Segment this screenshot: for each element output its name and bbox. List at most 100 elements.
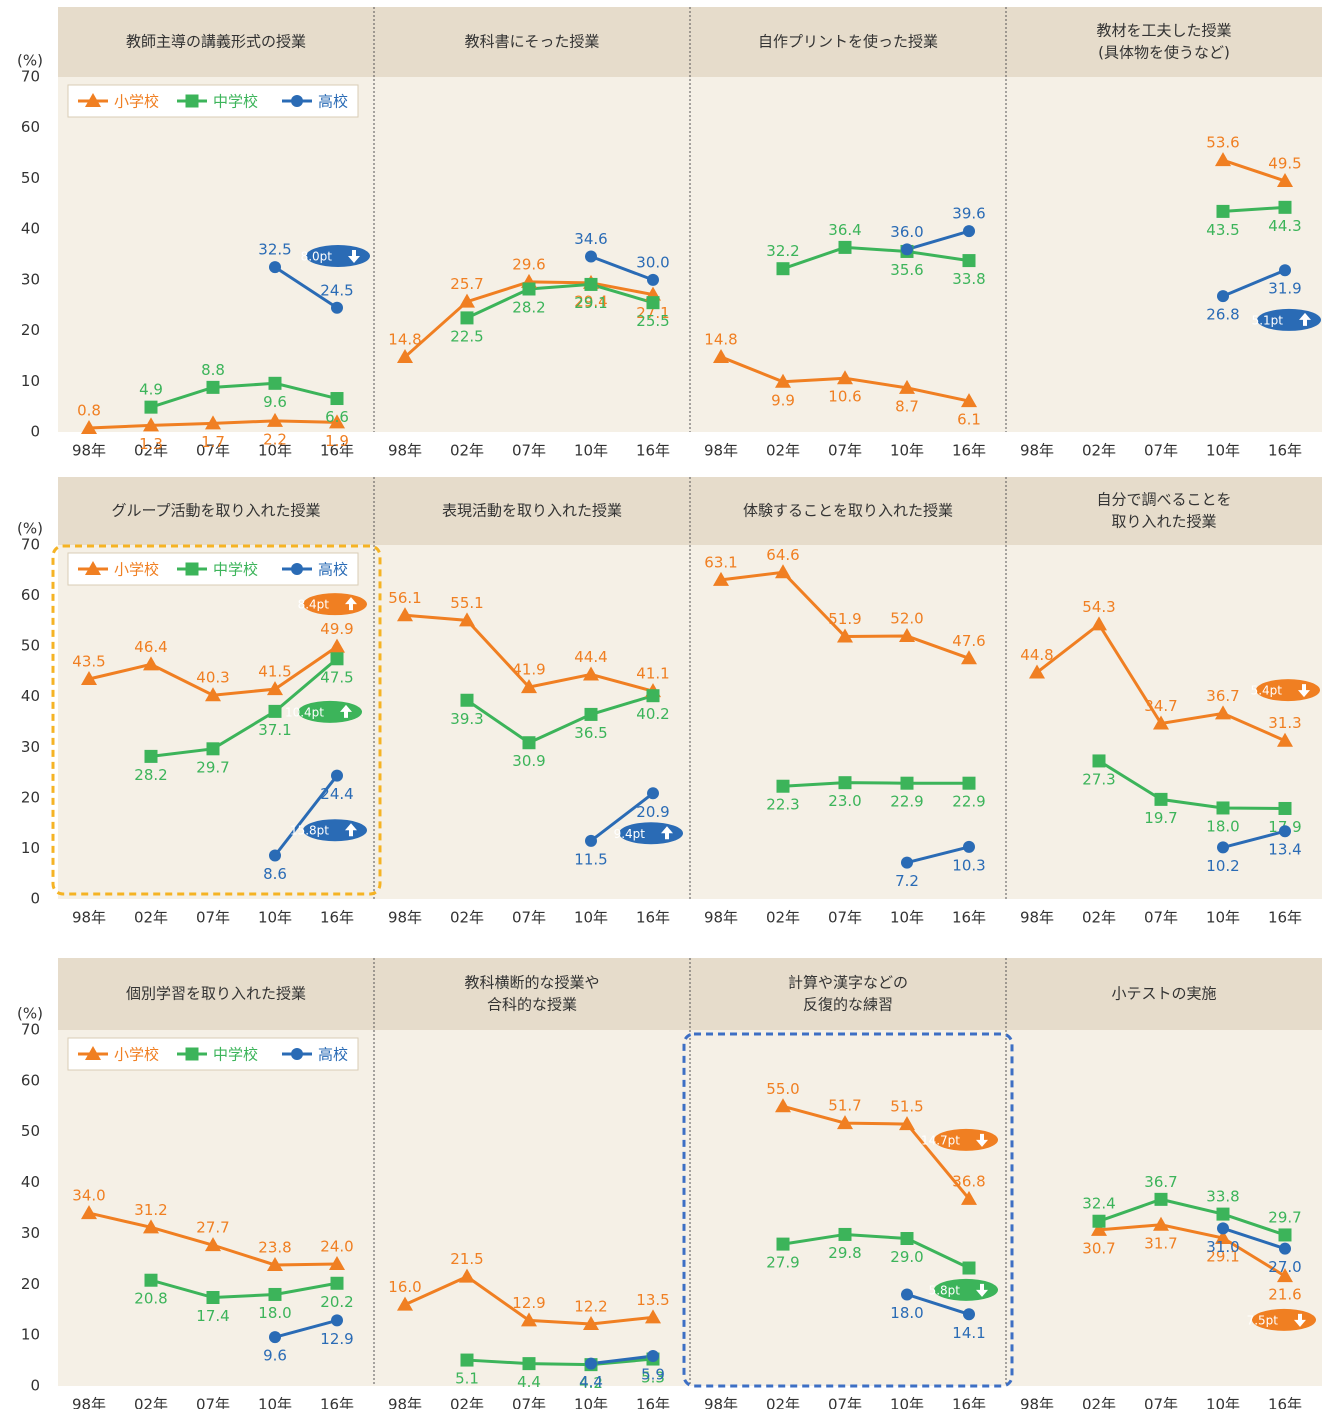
data-point — [460, 693, 474, 707]
panel-header — [690, 7, 1006, 77]
data-point — [899, 1116, 915, 1131]
data-label: 32.5 — [258, 241, 291, 259]
data-point — [775, 373, 791, 388]
x-tick-label: 07年 — [512, 909, 546, 927]
data-point — [205, 415, 221, 430]
series-line — [466, 1357, 654, 1367]
data-point — [460, 311, 474, 325]
data-point — [459, 293, 475, 308]
data-point — [329, 1255, 345, 1270]
data-point — [647, 273, 659, 286]
x-tick-label: 07年 — [1144, 442, 1178, 460]
data-label: 55.1 — [450, 594, 483, 612]
panel-title: 表現活動を取り入れた授業 — [442, 502, 622, 520]
series-line — [1222, 158, 1286, 183]
series-line — [466, 694, 654, 745]
x-tick-label: 07年 — [196, 442, 230, 460]
data-label: 23.8 — [258, 1238, 291, 1256]
data-point — [268, 1287, 282, 1301]
data-label: 29.1 — [1206, 1248, 1239, 1266]
data-label: 12.9 — [512, 1294, 545, 1312]
panel-title: 教科横断的な授業や — [464, 974, 599, 992]
data-point — [901, 856, 913, 869]
series-line — [590, 792, 654, 843]
data-label: 18.0 — [258, 1304, 291, 1322]
plot-area — [690, 1030, 1006, 1386]
data-label: 29.8 — [828, 1244, 861, 1262]
badge-arrow — [976, 1133, 988, 1147]
y-tick-label: 20 — [21, 321, 40, 339]
data-label: 16.0 — [388, 1278, 421, 1296]
x-tick-label: 10年 — [574, 1396, 608, 1409]
x-tick-label: 10年 — [574, 909, 608, 927]
data-label: 39.3 — [450, 710, 483, 728]
data-point — [268, 376, 282, 390]
data-point — [647, 787, 659, 800]
x-tick-label: 16年 — [636, 909, 670, 927]
data-label: 29.7 — [1268, 1208, 1301, 1226]
y-tick-label: 40 — [21, 687, 40, 705]
x-tick-label: 98年 — [72, 1396, 106, 1409]
data-label: 32.4 — [1082, 1195, 1115, 1213]
x-tick-label: 98年 — [1020, 909, 1054, 927]
data-point — [585, 834, 597, 847]
x-tick-label: 98年 — [72, 442, 106, 460]
y-tick-label: 50 — [21, 169, 40, 187]
legend-marker — [291, 563, 303, 575]
x-tick-label: 02年 — [766, 442, 800, 460]
data-point — [143, 1219, 159, 1234]
data-point — [1279, 825, 1291, 838]
y-tick-label: 40 — [21, 1173, 40, 1191]
panel-title: 反復的な練習 — [803, 996, 893, 1014]
panel-header — [374, 958, 690, 1030]
data-point — [330, 1276, 344, 1290]
data-point — [81, 1205, 97, 1220]
series-line — [906, 845, 970, 865]
x-tick-label: 98年 — [1020, 1396, 1054, 1409]
data-point — [583, 666, 599, 681]
data-label: 7.2 — [895, 872, 919, 890]
data-point — [583, 1315, 599, 1330]
data-label: 51.5 — [890, 1098, 923, 1116]
badge-text: 10.4pt — [285, 705, 324, 719]
legend-label: 高校 — [318, 93, 348, 111]
data-point — [1091, 1221, 1107, 1236]
badge-text: 8.4pt — [298, 598, 330, 612]
data-label: 30.9 — [512, 752, 545, 770]
data-point — [1216, 1207, 1230, 1221]
y-axis-label: (%) — [17, 52, 43, 70]
badge-text: 8.0pt — [301, 250, 333, 264]
data-label: 37.1 — [258, 721, 291, 739]
data-label: 29.6 — [512, 255, 545, 273]
x-tick-label: 16年 — [952, 909, 986, 927]
data-label: 0.8 — [77, 401, 101, 419]
y-axis-label: (%) — [17, 520, 43, 538]
data-point — [963, 225, 975, 238]
series-line — [150, 1278, 338, 1300]
data-point — [1277, 1268, 1293, 1283]
data-label: 44.4 — [574, 648, 607, 666]
x-tick-label: 10年 — [1206, 1396, 1240, 1409]
data-point — [397, 348, 413, 363]
x-tick-label: 07年 — [828, 1396, 862, 1409]
data-point — [1154, 792, 1168, 806]
data-point — [521, 679, 537, 694]
x-tick-label: 02年 — [450, 1396, 484, 1409]
x-tick-label: 10年 — [890, 1396, 924, 1409]
data-point — [522, 282, 536, 296]
data-label: 28.2 — [512, 298, 545, 316]
data-point — [1215, 1230, 1231, 1245]
panel-title: 計算や漢字などの — [788, 974, 908, 992]
legend-marker — [185, 562, 199, 576]
y-tick-label: 60 — [21, 118, 40, 136]
data-label: 27.7 — [196, 1219, 229, 1237]
y-tick-label: 60 — [21, 586, 40, 604]
data-label: 29.4 — [574, 292, 607, 310]
data-point — [901, 1288, 913, 1301]
data-label: 10.6 — [828, 388, 861, 406]
data-point — [1279, 1242, 1291, 1255]
data-label: 22.9 — [890, 793, 923, 811]
series-line — [906, 1293, 970, 1316]
y-tick-label: 10 — [21, 1326, 40, 1344]
y-tick-label: 50 — [21, 1122, 40, 1140]
